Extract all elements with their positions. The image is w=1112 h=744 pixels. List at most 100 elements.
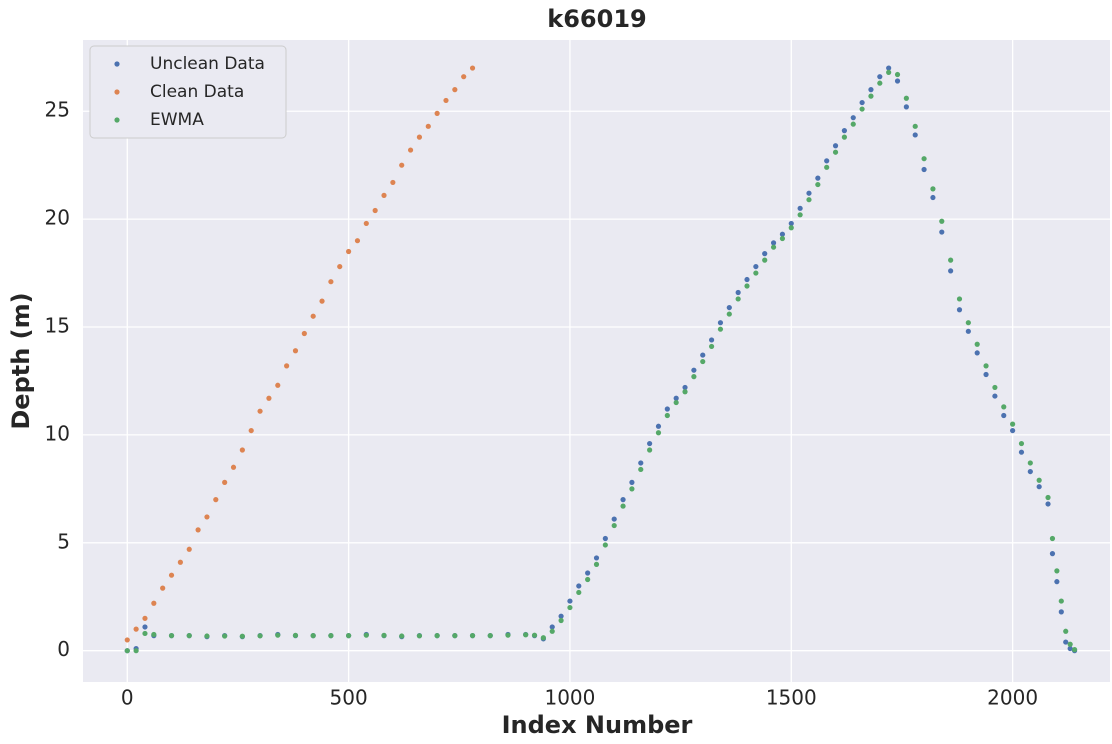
data-point: [753, 263, 759, 270]
data-point: [815, 181, 821, 188]
data-point: [974, 341, 980, 347]
data-point: [859, 99, 865, 106]
data-point: [310, 313, 316, 319]
data-point: [434, 633, 440, 639]
data-point: [886, 69, 892, 75]
data-point: [567, 598, 573, 604]
data-point: [673, 399, 679, 406]
chart-title: k66019: [547, 5, 646, 33]
data-point: [275, 632, 281, 638]
data-point: [399, 633, 405, 639]
data-point: [372, 207, 378, 214]
data-point: [239, 633, 245, 639]
data-point: [841, 128, 847, 134]
data-point: [399, 162, 405, 168]
data-point: [222, 633, 228, 639]
data-point: [452, 633, 458, 639]
data-point: [638, 466, 644, 473]
data-point: [443, 97, 449, 104]
legend-box: [89, 45, 287, 139]
x-tick-label: 500: [330, 686, 368, 710]
data-point: [204, 633, 210, 639]
data-point: [806, 190, 812, 196]
data-point: [700, 358, 706, 365]
data-point: [859, 106, 865, 112]
data-point: [620, 503, 626, 509]
plot-area: [83, 40, 1110, 682]
data-point: [151, 631, 157, 638]
data-point: [133, 626, 139, 632]
data-point: [186, 546, 192, 552]
data-point: [974, 350, 980, 356]
data-point: [930, 194, 936, 201]
data-point: [602, 535, 608, 542]
data-point: [142, 615, 148, 621]
data-point: [1063, 639, 1069, 645]
data-point: [1071, 647, 1078, 653]
legend: Unclean Data Clean Data EWMA: [89, 45, 287, 139]
data-point: [239, 447, 245, 453]
legend-marker: [114, 61, 120, 67]
data-point: [620, 497, 626, 503]
legend-label: EWMA: [150, 110, 204, 130]
data-point: [1067, 645, 1073, 652]
data-point: [1010, 427, 1016, 434]
data-point: [337, 263, 343, 270]
data-point: [850, 115, 856, 121]
data-point: [930, 186, 936, 192]
x-axis-label: Index Number: [502, 711, 693, 739]
data-point: [346, 248, 352, 255]
data-point: [965, 328, 971, 334]
data-point: [877, 80, 883, 86]
y-tick-label: 15: [45, 314, 70, 338]
data-point: [1036, 484, 1042, 490]
data-point: [381, 632, 387, 638]
legend-marker: [114, 117, 120, 123]
data-point: [142, 630, 148, 637]
data-point: [168, 633, 175, 639]
data-point: [186, 633, 192, 639]
data-point: [531, 632, 538, 638]
data-point: [983, 363, 989, 369]
legend-label: Clean Data: [150, 82, 244, 102]
data-point: [1045, 501, 1051, 507]
data-point: [868, 87, 874, 93]
data-point: [664, 406, 670, 412]
data-point: [452, 87, 458, 93]
data-point: [956, 307, 963, 313]
data-point: [1063, 628, 1069, 634]
data-point: [797, 212, 803, 218]
data-point: [1054, 579, 1060, 585]
y-tick-label: 0: [57, 637, 70, 661]
data-point: [841, 134, 847, 140]
data-point: [124, 637, 130, 643]
data-point: [461, 74, 467, 80]
data-point: [593, 561, 600, 567]
data-point: [762, 251, 768, 257]
data-point: [611, 516, 617, 522]
data-point: [894, 71, 901, 78]
data-point: [434, 110, 440, 116]
data-point: [142, 624, 148, 630]
data-point: [682, 389, 688, 395]
data-point: [487, 633, 493, 639]
data-point: [354, 238, 361, 244]
data-point: [770, 240, 777, 246]
data-point: [328, 633, 334, 639]
data-point: [735, 296, 741, 302]
data-point: [655, 423, 662, 429]
data-point: [708, 343, 715, 350]
data-point: [832, 143, 839, 149]
data-point: [1058, 609, 1064, 615]
data-point: [903, 95, 909, 101]
data-point: [301, 330, 307, 337]
data-point: [868, 93, 874, 99]
data-point: [292, 632, 299, 638]
data-point: [921, 156, 927, 162]
data-point: [788, 220, 794, 227]
data-point: [195, 527, 201, 533]
data-point: [567, 604, 573, 611]
data-point: [629, 479, 635, 485]
data-point: [593, 555, 600, 561]
